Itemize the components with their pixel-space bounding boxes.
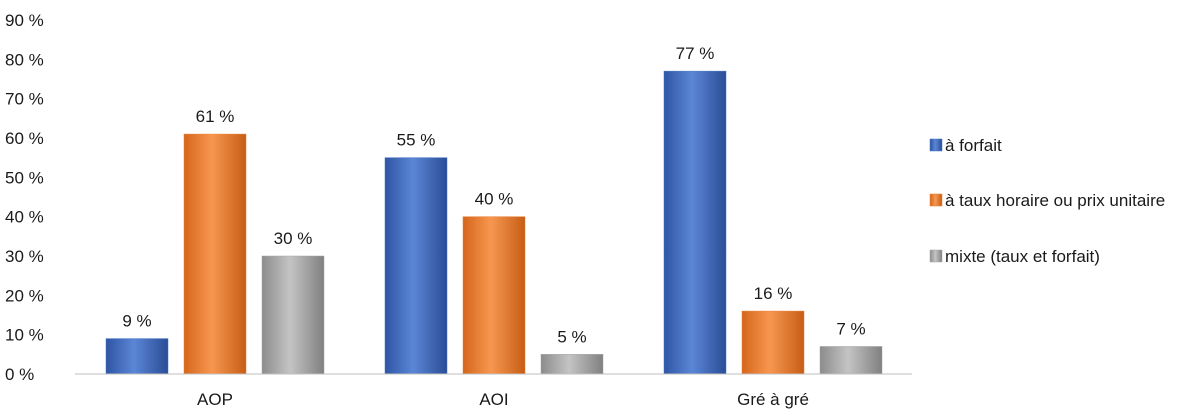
bar (384, 157, 448, 375)
y-tick-label: 50 % (5, 168, 44, 187)
legend-label: mixte (taux et forfait) (945, 247, 1100, 266)
legend-swatch (929, 249, 943, 263)
y-axis: 0 % 10 % 20 % 30 % 40 % 50 % 60 % 70 % 80 % 90 % (5, 11, 44, 384)
data-label: 40 % (475, 190, 514, 209)
y-tick-label: 60 % (5, 129, 44, 148)
data-label: 5 % (557, 327, 586, 346)
legend-swatch (929, 193, 943, 207)
bar (819, 346, 883, 375)
y-tick-label: 80 % (5, 50, 44, 69)
x-axis: AOP AOI Gré à gré (197, 390, 809, 409)
y-tick-label: 40 % (5, 208, 44, 227)
legend-label: à taux horaire ou prix unitaire (945, 191, 1165, 210)
data-label: 55 % (397, 131, 436, 150)
bar (741, 310, 805, 375)
legend-label: à forfait (945, 136, 1002, 155)
bar (261, 255, 325, 375)
bar (663, 70, 727, 375)
y-tick-label: 20 % (5, 286, 44, 305)
y-tick-label: 90 % (5, 11, 44, 30)
x-category-label: Gré à gré (737, 390, 809, 409)
y-tick-label: 10 % (5, 326, 44, 345)
y-tick-label: 30 % (5, 247, 44, 266)
bar (540, 354, 604, 375)
x-category-label: AOP (197, 390, 233, 409)
data-label: 61 % (196, 107, 235, 126)
legend-swatch (929, 138, 943, 152)
data-label: 9 % (122, 312, 151, 331)
bars (105, 70, 883, 375)
data-label: 16 % (754, 284, 793, 303)
bar (462, 216, 526, 375)
bar (183, 133, 247, 375)
x-category-label: AOI (479, 390, 508, 409)
y-tick-label: 70 % (5, 90, 44, 109)
data-label: 77 % (676, 44, 715, 63)
data-labels: 9 % 55 % 77 % 61 % 40 % 16 % 30 % 5 % 7 % (122, 44, 865, 346)
bar (105, 338, 169, 375)
data-label: 30 % (274, 229, 313, 248)
data-label: 7 % (836, 319, 865, 338)
y-tick-label: 0 % (5, 365, 34, 384)
legend: à forfait à taux horaire ou prix unitaire… (929, 136, 1165, 266)
